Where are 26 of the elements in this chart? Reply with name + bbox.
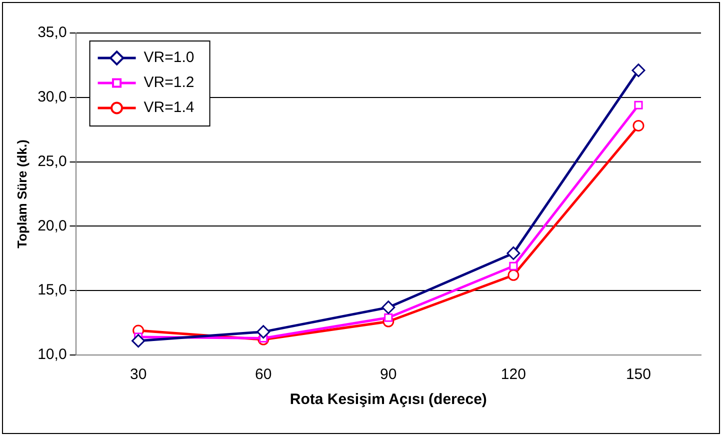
y-tick-label: 15,0: [38, 282, 67, 299]
point: [632, 120, 644, 132]
x-tick-label: 30: [130, 366, 147, 384]
point: [382, 300, 396, 314]
x-axis-title: Rota Kesişim Açısı (derece): [290, 391, 487, 408]
point: [256, 325, 270, 339]
point: [509, 262, 518, 270]
y-tick-label: 35,0: [38, 24, 67, 42]
point: [384, 313, 393, 322]
x-tick-label: 60: [255, 366, 272, 384]
x-tick-label: 120: [500, 366, 526, 384]
y-tick-label: 10,0: [38, 346, 67, 364]
legend-label: VR=1.2: [144, 74, 194, 92]
x-tick-label: 90: [380, 366, 397, 384]
y-tick-label: 25,0: [38, 152, 67, 170]
point: [132, 334, 146, 348]
y-tick-label: 30,0: [38, 88, 67, 106]
y-axis-title: Toplam Süre (dk.): [14, 140, 30, 248]
legend-label: VR=1.4: [144, 99, 194, 116]
point: [508, 269, 520, 281]
point: [506, 246, 520, 260]
x-tick-label: 150: [626, 366, 651, 384]
point: [632, 64, 646, 78]
point: [634, 100, 643, 110]
legend-label: VR=1.0: [144, 49, 194, 66]
y-tick-label: 20,0: [38, 217, 67, 234]
